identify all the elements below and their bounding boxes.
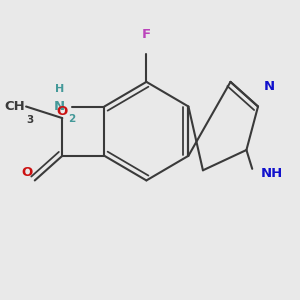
- Text: 3: 3: [26, 115, 33, 124]
- Text: N: N: [54, 100, 65, 113]
- Text: O: O: [21, 166, 32, 179]
- Text: 2: 2: [68, 114, 75, 124]
- Text: H: H: [55, 84, 64, 94]
- Text: O: O: [57, 105, 68, 118]
- Text: NH: NH: [261, 167, 283, 180]
- Text: CH: CH: [4, 100, 25, 113]
- Text: F: F: [142, 28, 151, 41]
- Text: N: N: [264, 80, 275, 93]
